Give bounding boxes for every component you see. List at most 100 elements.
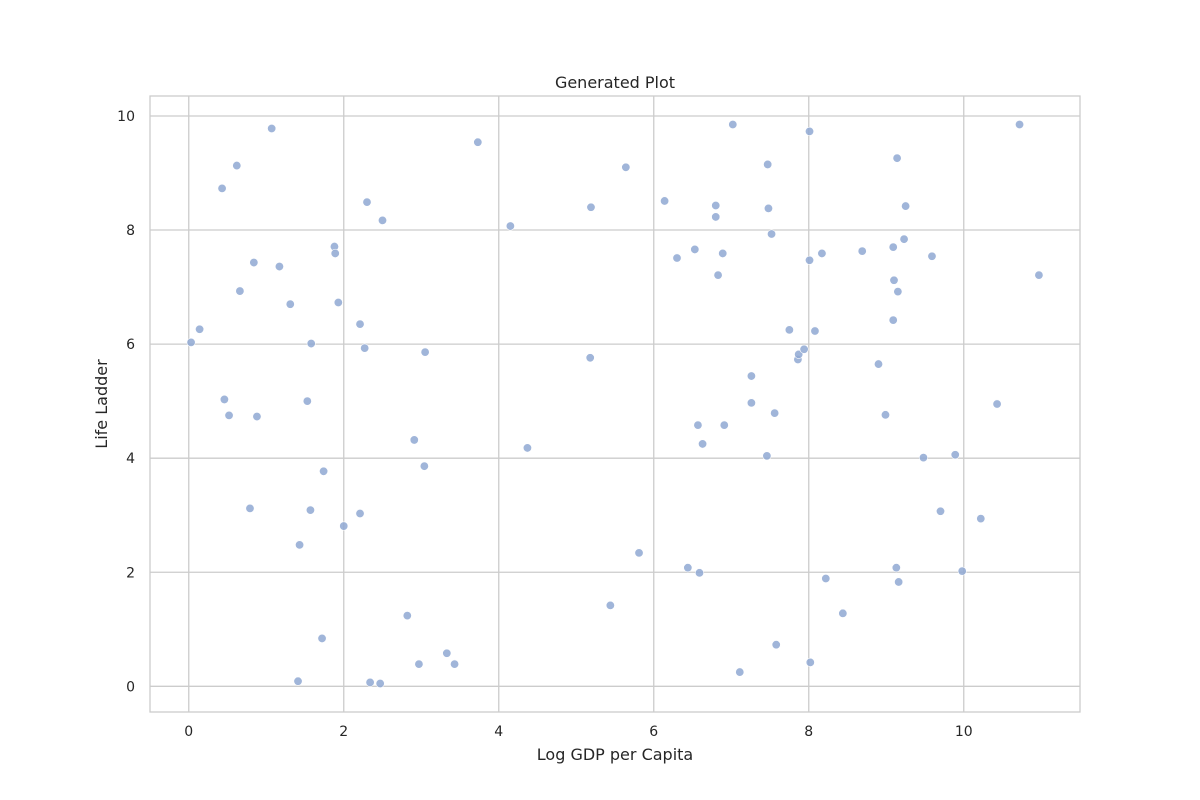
y-tick-labels: 0 2 4 6 8 10	[117, 109, 135, 695]
data-point	[317, 633, 327, 643]
data-point	[767, 229, 777, 239]
data-point	[360, 343, 370, 353]
data-point	[950, 450, 960, 460]
data-point	[274, 262, 284, 272]
data-point	[770, 408, 780, 418]
data-point	[293, 676, 303, 686]
data-point	[746, 398, 756, 408]
data-point	[899, 234, 909, 244]
data-point	[409, 435, 419, 445]
data-point	[224, 410, 234, 420]
data-point	[805, 255, 815, 265]
grid-lines	[150, 96, 1080, 712]
data-point	[333, 297, 343, 307]
data-point	[419, 461, 429, 471]
data-point	[672, 253, 682, 263]
data-point	[1034, 270, 1044, 280]
data-point	[718, 248, 728, 258]
data-point	[522, 443, 532, 453]
data-point	[888, 315, 898, 325]
data-point	[450, 659, 460, 669]
data-point	[746, 371, 756, 381]
data-point	[901, 201, 911, 211]
data-point	[805, 126, 815, 136]
data-point	[799, 344, 809, 354]
x-tick-label: 10	[955, 724, 973, 740]
data-point	[889, 275, 899, 285]
data-point	[402, 611, 412, 621]
data-point	[232, 161, 242, 171]
data-point	[355, 319, 365, 329]
data-point	[245, 503, 255, 513]
data-point	[339, 521, 349, 531]
data-point	[305, 505, 315, 515]
data-point	[784, 325, 794, 335]
x-tick-label: 0	[184, 724, 193, 740]
data-point	[857, 246, 867, 256]
data-point	[295, 540, 305, 550]
data-point	[285, 299, 295, 309]
data-point	[817, 248, 827, 258]
data-point	[195, 324, 205, 334]
x-tick-label: 4	[494, 724, 503, 740]
data-point	[762, 451, 772, 461]
data-point	[893, 287, 903, 297]
data-point	[505, 221, 515, 231]
data-point	[713, 270, 723, 280]
data-point	[894, 577, 904, 587]
data-point	[605, 600, 615, 610]
data-point	[414, 659, 424, 669]
data-point	[442, 648, 452, 658]
data-point	[1015, 120, 1025, 130]
data-point	[892, 153, 902, 163]
data-point	[375, 678, 385, 688]
data-point	[888, 242, 898, 252]
data-point	[621, 162, 631, 172]
data-point	[728, 120, 738, 130]
data-point	[306, 339, 316, 349]
data-point	[252, 412, 262, 422]
data-point	[719, 420, 729, 430]
y-axis-title: Life Ladder	[92, 359, 111, 449]
x-tick-label: 8	[804, 724, 813, 740]
data-point	[873, 359, 883, 369]
data-point	[235, 286, 245, 296]
y-tick-label: 6	[126, 337, 135, 353]
data-point	[420, 347, 430, 357]
data-point	[473, 137, 483, 147]
data-point	[267, 124, 277, 134]
data-point	[365, 677, 375, 687]
data-point	[362, 197, 372, 207]
data-points	[186, 120, 1044, 688]
data-point	[880, 410, 890, 420]
x-tick-labels: 0 2 4 6 8 10	[184, 724, 972, 740]
data-point	[660, 196, 670, 206]
data-point	[711, 212, 721, 222]
data-point	[683, 563, 693, 573]
data-point	[693, 420, 703, 430]
data-point	[976, 514, 986, 524]
data-point	[694, 568, 704, 578]
data-point	[711, 201, 721, 211]
data-point	[805, 657, 815, 667]
data-point	[957, 566, 967, 576]
x-tick-label: 2	[339, 724, 348, 740]
data-point	[330, 248, 340, 258]
data-point	[927, 251, 937, 261]
x-axis-title: Log GDP per Capita	[537, 745, 693, 764]
data-point	[810, 326, 820, 336]
data-point	[377, 215, 387, 225]
data-point	[585, 353, 595, 363]
data-point	[249, 258, 259, 268]
y-tick-label: 8	[126, 223, 135, 239]
y-tick-label: 2	[126, 565, 135, 581]
data-point	[690, 244, 700, 254]
chart-title: Generated Plot	[555, 73, 675, 92]
data-point	[319, 466, 329, 476]
y-tick-label: 10	[117, 109, 135, 125]
data-point	[763, 159, 773, 169]
data-point	[698, 439, 708, 449]
plot-frame	[149, 95, 1081, 713]
